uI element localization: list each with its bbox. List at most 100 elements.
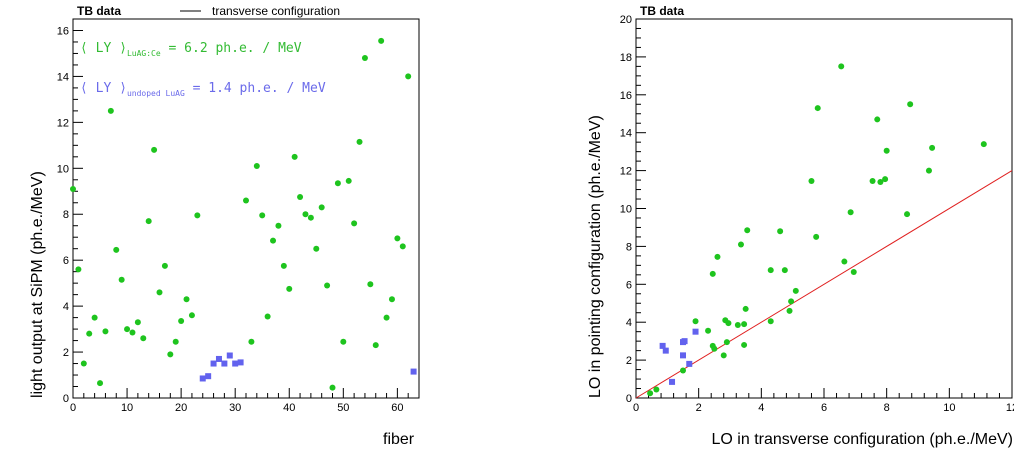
- left-circle-point: [194, 212, 201, 219]
- right-circle-point: [882, 176, 889, 183]
- left-circle-point: [394, 235, 401, 242]
- right-circle-point: [877, 178, 884, 185]
- left-circle-point: [80, 360, 87, 367]
- left-circle-point: [129, 329, 136, 336]
- right-circle-point: [850, 268, 857, 275]
- right-circle-point: [814, 105, 821, 112]
- right-plot-frame: [635, 18, 1013, 399]
- right-circle-point: [711, 345, 718, 352]
- left-y-tick-label: 14: [57, 71, 69, 83]
- right-circle-point: [813, 233, 820, 240]
- right-square-point: [680, 352, 686, 359]
- undoped-luag-annotation: ⟨ LY ⟩undoped LuAG = 1.4 ph.e. / MeV: [80, 81, 326, 98]
- right-circle-point: [781, 267, 788, 274]
- right-circle-point: [869, 178, 876, 185]
- left-circle-point: [291, 153, 298, 160]
- left-circle-point: [140, 335, 147, 342]
- right-circle-point: [808, 178, 815, 185]
- luag-ce-annotation-suffix: = 6.2 ph.e. / MeV: [161, 41, 302, 56]
- right-y-tick-label: 10: [620, 204, 632, 216]
- right-circle-point: [692, 318, 699, 325]
- left-circle-point: [178, 318, 185, 325]
- right-circle-point: [714, 253, 721, 260]
- luag-ce-annotation: ⟨ LY ⟩LuAG:Ce = 6.2 ph.e. / MeV: [80, 41, 302, 58]
- left-circle-point: [264, 313, 271, 320]
- left-y-tick-label: 0: [63, 393, 69, 405]
- left-circle-point: [124, 326, 131, 333]
- left-y-tick-label: 6: [63, 255, 69, 267]
- right-circle-point: [788, 298, 795, 305]
- luag-ce-annotation-prefix: ⟨ LY ⟩: [80, 41, 127, 56]
- left-circle-point: [113, 246, 120, 253]
- left-x-tick-label: 20: [175, 402, 187, 414]
- left-circle-point: [318, 204, 325, 211]
- left-circle-point: [361, 55, 368, 62]
- right-circle-point: [838, 63, 845, 70]
- left-square-point: [232, 360, 239, 367]
- right-header-label: TB data: [640, 4, 684, 18]
- left-y-tick-label: 4: [63, 301, 69, 313]
- left-circle-point: [280, 262, 287, 269]
- left-circle-point: [134, 319, 141, 326]
- left-circle-point: [345, 177, 352, 184]
- left-circle-point: [172, 338, 179, 345]
- right-square-point: [659, 342, 666, 349]
- left-circle-point: [313, 245, 320, 252]
- left-circle-point: [188, 312, 195, 319]
- left-x-tick-label: 40: [283, 402, 295, 414]
- left-square-point: [237, 359, 244, 366]
- right-square-point: [669, 378, 676, 385]
- right-circle-point: [907, 101, 914, 108]
- right-x-tick-label: 8: [884, 402, 890, 414]
- right-circle-point: [737, 241, 744, 248]
- right-y-tick-label: 14: [620, 128, 632, 140]
- left-circle-point: [356, 138, 363, 145]
- left-circle-point: [253, 163, 260, 170]
- right-x-tick-label: 10: [943, 402, 955, 414]
- right-panel: 0 2 4 6 8 10 12 0 2 4 6 8 10 12 14 16 18 20 TB data LO in…: [587, 4, 1014, 448]
- right-y-tick-label: 4: [626, 317, 632, 329]
- left-legend-line-label: transverse configuration: [212, 4, 340, 18]
- right-y-axis-title: LO in pointing configuration (ph.e./MeV): [587, 115, 604, 398]
- left-x-tick-label: 50: [337, 402, 349, 414]
- right-y-tick-label: 2: [626, 355, 632, 367]
- right-circle-point: [786, 307, 793, 314]
- right-circle-point: [980, 141, 987, 148]
- left-circle-point: [156, 289, 163, 296]
- left-circle-point: [286, 285, 293, 292]
- right-circle-point: [767, 318, 774, 325]
- right-circle-point: [725, 320, 732, 327]
- left-circle-point: [383, 314, 390, 321]
- left-circle-point: [145, 218, 152, 225]
- right-circle-point: [767, 267, 774, 274]
- reference-line: [635, 170, 1013, 399]
- left-y-tick-label: 8: [63, 209, 69, 221]
- right-y-tick-label: 18: [620, 52, 632, 64]
- left-circle-point: [167, 351, 174, 358]
- right-y-tick-label: 16: [620, 90, 632, 102]
- right-x-tick-label: 4: [758, 402, 764, 414]
- left-y-tick-label: 2: [63, 347, 69, 359]
- right-circle-point: [741, 341, 748, 348]
- right-circle-point: [720, 352, 727, 359]
- left-circle-point: [243, 197, 249, 204]
- right-circle-point: [792, 287, 799, 294]
- right-circle-point: [742, 305, 749, 312]
- right-circle-point: [841, 258, 848, 265]
- right-circle-point: [680, 367, 686, 374]
- left-circle-point: [367, 281, 374, 288]
- left-circle-point: [399, 243, 406, 250]
- undoped-luag-annotation-sub: undoped LuAG: [127, 89, 185, 98]
- left-circle-point: [329, 384, 336, 391]
- luag-ce-annotation-sub: LuAG:Ce: [127, 49, 161, 58]
- left-x-tick-label: 30: [229, 402, 241, 414]
- right-x-tick-label: 6: [821, 402, 827, 414]
- left-circle-point: [297, 194, 304, 201]
- left-circle-point: [97, 380, 104, 387]
- left-circle-point: [334, 180, 341, 187]
- left-circle-point: [70, 185, 76, 192]
- right-circle-point: [883, 147, 890, 154]
- left-circle-point: [259, 212, 266, 219]
- left-circle-point: [118, 276, 125, 283]
- right-circle-point: [904, 211, 911, 218]
